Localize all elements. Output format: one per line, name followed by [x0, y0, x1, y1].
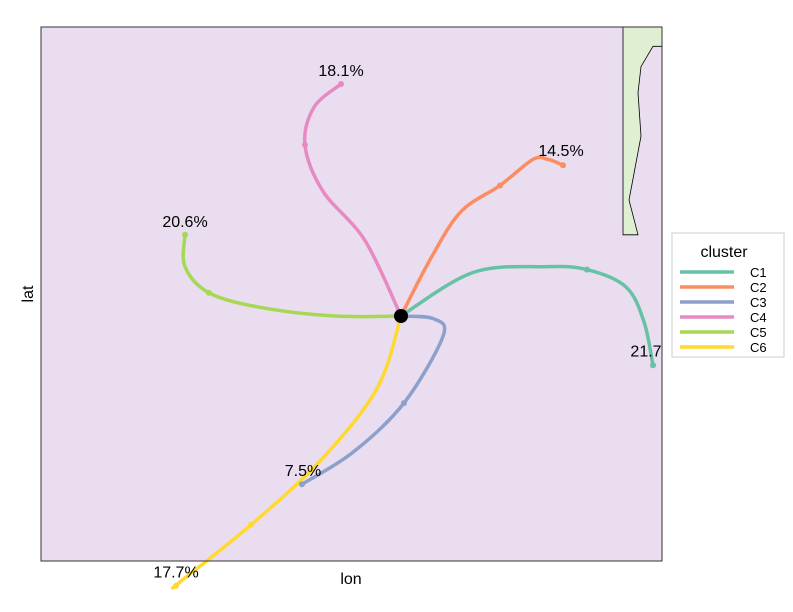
series-label-c1: 21.7 [630, 343, 661, 360]
series-label-c5: 20.6% [162, 214, 207, 231]
series-label-c2: 14.5% [538, 143, 583, 160]
series-midpoint-c3 [401, 400, 407, 406]
series-midpoint-c4 [302, 141, 308, 148]
series-endpoint-c2 [560, 162, 566, 169]
series-label-c6: 17.7% [153, 565, 198, 582]
series-line-c5 [181, 233, 403, 319]
series-endpoint-c3 [299, 481, 305, 488]
panel-background [41, 27, 662, 561]
series-label-c3: 7.5% [285, 463, 321, 480]
origin-marker [394, 309, 408, 323]
legend-label-c5: C5 [750, 325, 767, 340]
series-points [173, 81, 656, 589]
legend-title: cluster [700, 244, 748, 261]
series-midpoint-c5 [206, 289, 212, 296]
series-line-c6 [170, 314, 403, 590]
series-midpoint-c1 [584, 266, 590, 273]
legend-label-c2: C2 [750, 280, 767, 295]
panel-border [40, 26, 663, 562]
series-midpoint-c6 [248, 521, 254, 528]
legend-label-c1: C1 [750, 265, 767, 280]
land-polygon [622, 26, 663, 236]
series-endpoint-c1 [650, 362, 656, 369]
legend-label-c3: C3 [750, 295, 767, 310]
y-axis-title: lat [20, 285, 37, 302]
series-label-c4: 18.1% [318, 63, 363, 80]
legend-label-c6: C6 [750, 340, 767, 355]
series-midpoint-c2 [497, 182, 503, 189]
legend-box [671, 232, 785, 358]
series-lines [170, 82, 655, 590]
series-endpoint-c4 [338, 81, 344, 87]
series-labels: 21.7 14.5% 7.5% 18.1% 20.6% 17.7% [153, 63, 661, 582]
legend-label-c4: C4 [750, 310, 767, 325]
series-line-c4 [302, 82, 403, 318]
series-line-c3 [300, 314, 447, 486]
plot-panel: 21.7 14.5% 7.5% 18.1% 20.6% 17.7% [40, 26, 663, 590]
series-endpoint-c6 [173, 582, 179, 589]
series-endpoint-c5 [182, 231, 188, 238]
x-axis-title: lon [340, 571, 361, 588]
